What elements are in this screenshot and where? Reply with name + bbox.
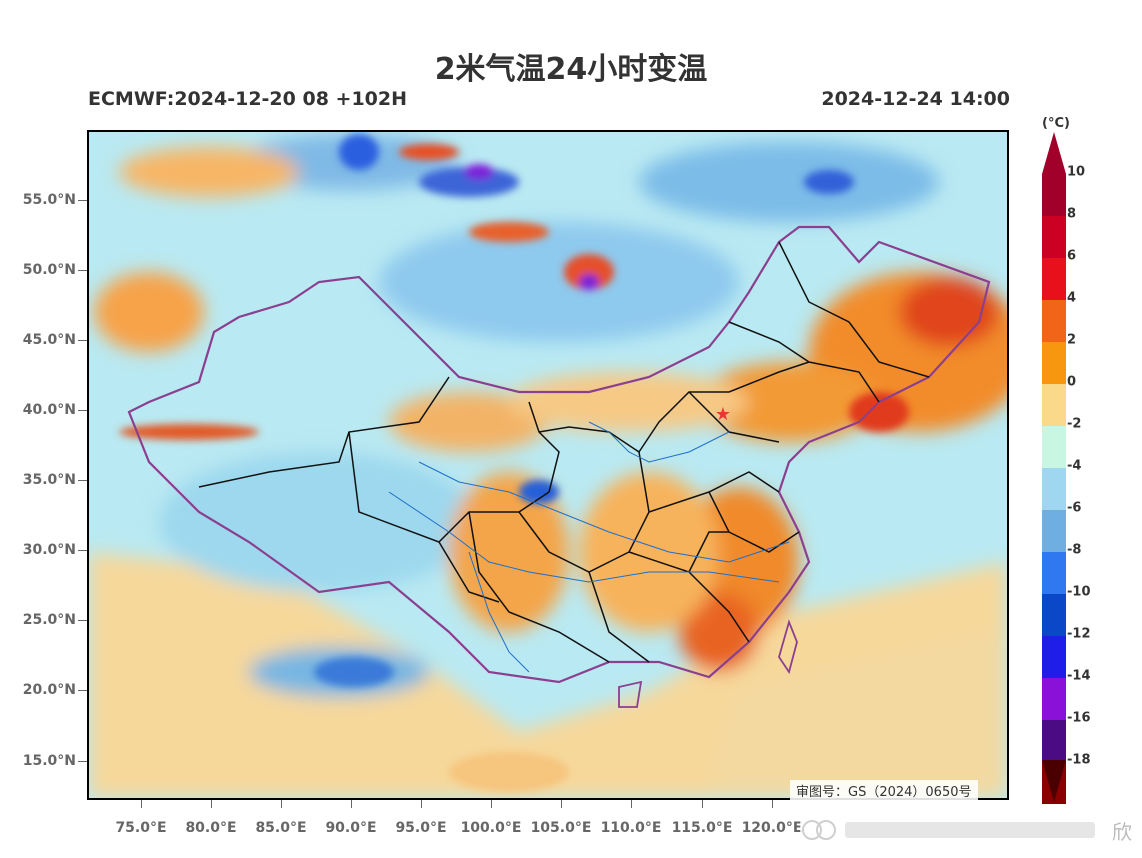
watermark-text: 欣 [1112,820,1132,844]
colorbar-band [1042,216,1066,258]
lon-label: 80.0°E [185,820,237,836]
lon-label: 90.0°E [325,820,377,836]
lat-label: 15.0°N [22,753,76,769]
temperature-field-detail [119,134,909,792]
taiwan-outline [778,619,798,675]
colorbar-band [1042,510,1066,552]
colorbar-band [1042,552,1066,594]
chart-title: 2米气温24小时变温 [434,52,708,87]
lat-tick [78,340,87,341]
colorbar-band [1042,636,1066,678]
watermark-logo [800,814,1140,842]
lat-tick [78,410,87,411]
lon-tick [141,800,142,808]
lat-tick [78,480,87,481]
colorbar-label: -6 [1067,500,1082,516]
lat-label: 20.0°N [22,682,76,698]
valid-time-label: 2024-12-24 14:00 [821,88,1010,110]
lon-tick [491,800,492,808]
colorbar-band [1042,258,1066,300]
lon-tick [421,800,422,808]
colorbar-top-arrow [1042,132,1066,174]
national-border [127,225,991,684]
capital-star-icon: ★ [715,404,731,425]
lat-label: 40.0°N [22,402,76,418]
lon-label: 110.0°E [600,820,662,836]
colorbar-band [1042,468,1066,510]
colorbar-label: -16 [1067,710,1091,726]
colorbar-label: -18 [1067,752,1091,768]
colorbar-band [1042,300,1066,342]
lat-tick [78,761,87,762]
lon-tick [211,800,212,808]
lon-label: 120.0°E [741,820,803,836]
colorbar-band [1042,174,1066,216]
colorbar-label: -2 [1067,416,1082,432]
temperature-field [89,134,1007,798]
colorbar-label: 2 [1067,332,1077,348]
lon-tick [702,800,703,808]
colorbar-label: 6 [1067,248,1077,264]
lon-tick [561,800,562,808]
colorbar-label: 8 [1067,206,1077,222]
colorbar-band [1042,384,1066,426]
lat-tick [78,270,87,271]
lat-label: 50.0°N [22,262,76,278]
colorbar-label: -12 [1067,626,1091,642]
map-approval-number: 审图号：GS（2024）0650号 [790,780,978,801]
lon-label: 75.0°E [115,820,167,836]
lat-tick [78,690,87,691]
colorbar-band [1042,342,1066,384]
model-run-label: ECMWF:2024-12-20 08 +102H [88,88,408,110]
lat-label: 55.0°N [22,192,76,208]
temperature-change-map: ★ [87,130,1009,800]
colorbar-label: 10 [1067,164,1086,180]
lon-label: 85.0°E [255,820,307,836]
colorbar-label: -4 [1067,458,1082,474]
lat-label: 35.0°N [22,472,76,488]
colorbar-band [1042,426,1066,468]
lon-label: 105.0°E [530,820,592,836]
rivers [388,421,790,673]
colorbar-band [1042,594,1066,636]
colorbar-bottom-arrow [1042,760,1066,802]
colorbar-label: -14 [1067,668,1091,684]
lon-tick [281,800,282,808]
lat-label: 25.0°N [22,612,76,628]
colorbar-band [1042,720,1066,762]
colorbar-band [1042,678,1066,720]
lat-tick [78,200,87,201]
lon-tick [351,800,352,808]
lon-label: 95.0°E [395,820,447,836]
lat-label: 45.0°N [22,332,76,348]
colorbar [1042,132,1066,804]
colorbar-unit: (°C) [1042,116,1070,131]
lon-label: 115.0°E [671,820,733,836]
lat-label: 30.0°N [22,542,76,558]
colorbar-label: -10 [1067,584,1091,600]
lon-tick [772,800,773,808]
colorbar-label: 0 [1067,374,1077,390]
colorbar-label: -8 [1067,542,1082,558]
lon-label: 100.0°E [460,820,522,836]
lat-tick [78,550,87,551]
hainan-outline [618,680,643,708]
lat-tick [78,620,87,621]
lon-tick [631,800,632,808]
colorbar-label: 4 [1067,290,1077,306]
colorbar-bands [1042,174,1066,804]
